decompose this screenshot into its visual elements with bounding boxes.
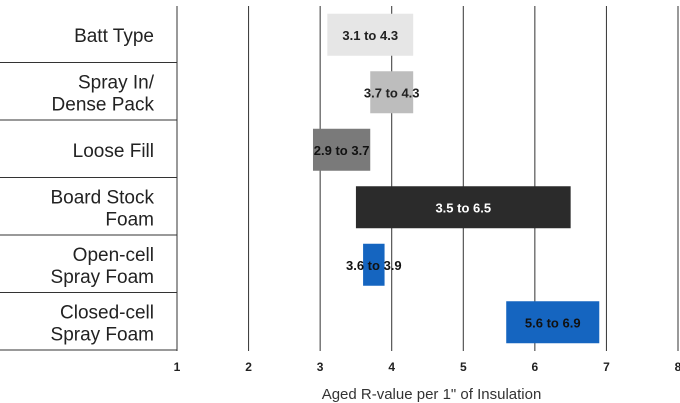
x-tick-label: 3 xyxy=(317,360,324,374)
category-label: Spray Foam xyxy=(51,324,154,345)
x-tick-label: 1 xyxy=(174,360,181,374)
category-label: Batt Type xyxy=(74,26,154,47)
category-label: Closed-cell xyxy=(60,302,154,323)
range-bar xyxy=(327,13,414,56)
bar-data-label: 5.6 to 6.9 xyxy=(525,315,581,330)
bar-data-label: 3.6 to 3.9 xyxy=(346,258,402,273)
x-tick-label: 7 xyxy=(603,360,610,374)
range-bar xyxy=(312,128,371,171)
x-tick-label: 8 xyxy=(675,360,680,374)
category-label: Spray Foam xyxy=(51,267,154,288)
category-label: Open-cell xyxy=(73,245,154,266)
x-tick-label: 5 xyxy=(460,360,467,374)
x-axis-label: Aged R-value per 1" of Insulation xyxy=(322,386,542,403)
category-label: Loose Fill xyxy=(73,141,154,162)
x-tick-label: 2 xyxy=(245,360,252,374)
bar-data-label: 2.9 to 3.7 xyxy=(314,143,370,158)
x-tick-label: 6 xyxy=(532,360,539,374)
category-label: Foam xyxy=(105,209,154,230)
category-label: Board Stock xyxy=(51,187,155,208)
range-bar xyxy=(363,243,385,286)
category-label: Spray In/ xyxy=(78,72,155,93)
range-bar xyxy=(355,186,571,229)
range-bar xyxy=(506,301,600,344)
bar-data-label: 3.1 to 4.3 xyxy=(342,28,398,43)
category-label: Dense Pack xyxy=(52,94,155,115)
range-bar xyxy=(370,71,414,114)
bar-data-label: 3.5 to 6.5 xyxy=(435,200,491,215)
x-tick-label: 4 xyxy=(388,360,395,374)
bar-data-label: 3.7 to 4.3 xyxy=(364,85,420,100)
